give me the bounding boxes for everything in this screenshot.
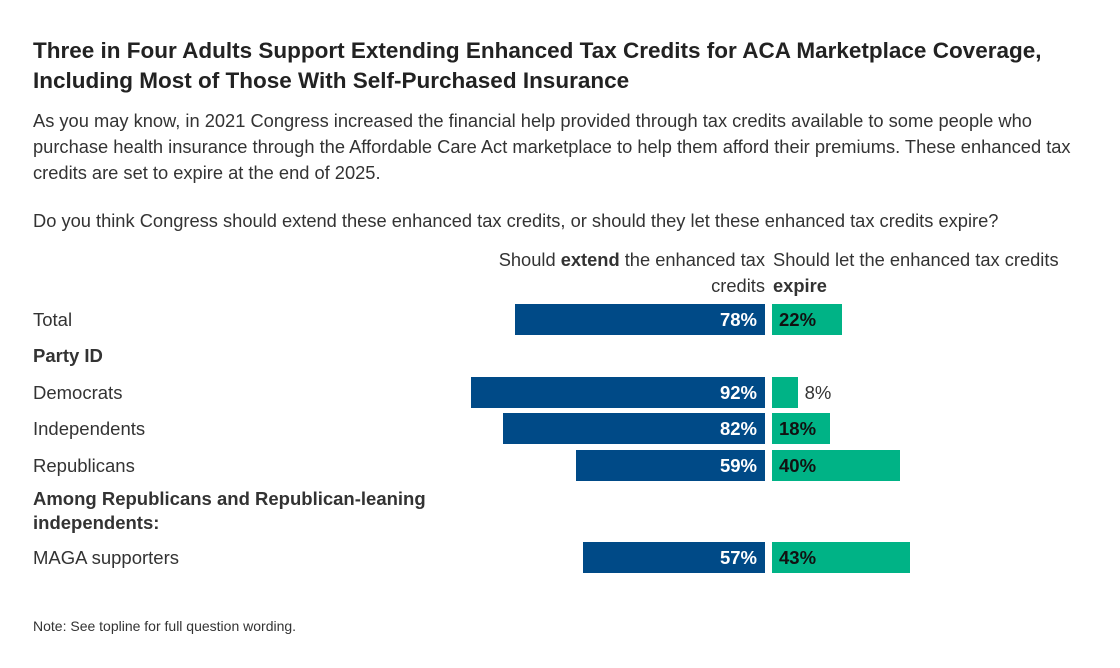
legend-extend: Should extend the enhanced tax credits bbox=[460, 247, 765, 299]
legend-text: Should let the enhanced tax credits bbox=[773, 249, 1059, 270]
bar-extend bbox=[515, 304, 765, 335]
chart-subtitle: As you may know, in 2021 Congress increa… bbox=[33, 110, 1071, 183]
data-label-expire: 8% bbox=[804, 382, 832, 403]
category-label: Independents bbox=[33, 418, 146, 439]
data-label-extend: 82% bbox=[719, 418, 757, 439]
legend-text-bold: expire bbox=[773, 275, 827, 296]
data-label-extend: 78% bbox=[719, 309, 757, 330]
chart-title: Three in Four Adults Support Extending E… bbox=[33, 38, 1042, 93]
group-header-party-id: Party ID bbox=[33, 345, 103, 366]
category-label: MAGA supporters bbox=[33, 547, 180, 568]
data-label-extend: 57% bbox=[719, 547, 757, 568]
bar-expire bbox=[772, 413, 830, 444]
group-header-republicans: Among Republicans and Republican-leaning… bbox=[33, 488, 426, 533]
bar-expire bbox=[772, 304, 843, 335]
data-label-extend: 92% bbox=[719, 382, 757, 403]
bar-extend bbox=[470, 377, 765, 408]
category-label: Republicans bbox=[33, 455, 135, 476]
category-label: Total bbox=[33, 309, 73, 330]
data-label-expire: 43% bbox=[779, 547, 817, 568]
bar-expire bbox=[772, 542, 910, 573]
legend-text: the enhanced tax credits bbox=[619, 249, 765, 296]
data-label-expire: 18% bbox=[779, 418, 817, 439]
survey-question: Do you think Congress should extend thes… bbox=[33, 210, 999, 231]
legend-text: Should bbox=[498, 249, 561, 270]
bar-extend bbox=[502, 413, 765, 444]
bar-expire bbox=[772, 377, 798, 408]
chart-note: Note: See topline for full question word… bbox=[33, 618, 297, 634]
legend-expire: Should let the enhanced tax credits expi… bbox=[773, 247, 1093, 299]
category-label: Democrats bbox=[33, 382, 123, 403]
bar-extend bbox=[582, 542, 765, 573]
data-label-expire: 22% bbox=[779, 309, 817, 330]
bar-extend bbox=[576, 450, 765, 481]
legend-text-bold: extend bbox=[560, 249, 620, 270]
bar-expire bbox=[772, 450, 900, 481]
data-label-extend: 59% bbox=[719, 455, 757, 476]
data-label-expire: 40% bbox=[779, 455, 817, 476]
